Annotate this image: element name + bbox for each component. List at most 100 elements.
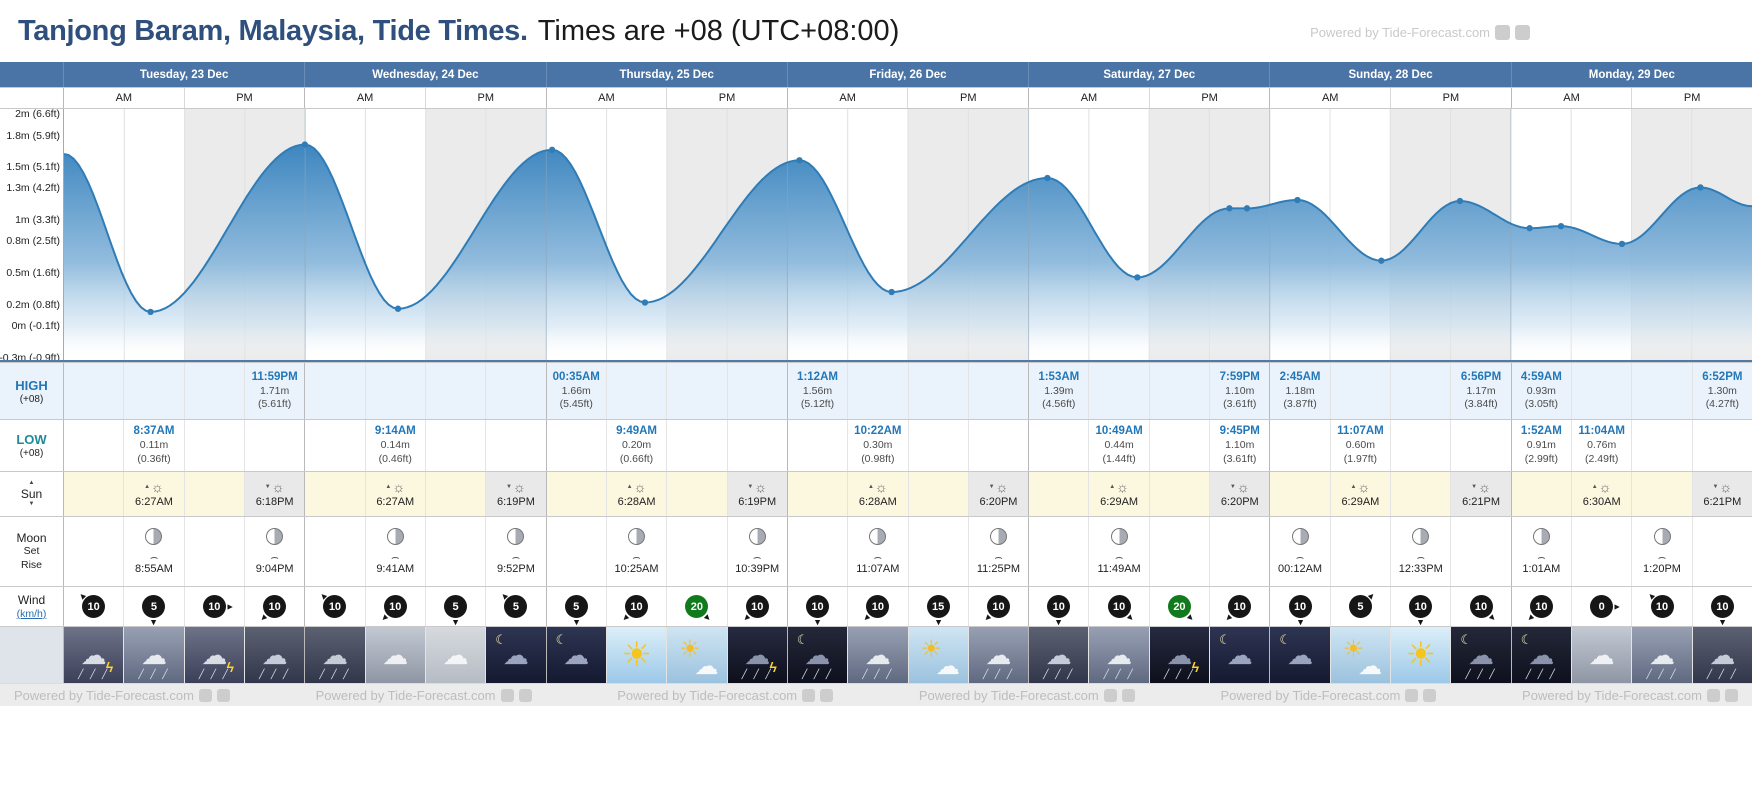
sun-cell: ▼☼ 6:19PM	[485, 472, 546, 516]
wind-speed-badge: 10	[82, 595, 106, 618]
moon-cell: ⌢ 11:07AM	[847, 517, 907, 586]
wind-unit-link[interactable]: (km/h)	[16, 608, 47, 621]
weather-main-glyph: ☁	[502, 640, 529, 670]
weather-sun-cloud-icon: ☀ ☁	[908, 627, 968, 683]
wind-speed-badge: 10	[383, 595, 407, 618]
moon-icon: ☾	[1219, 632, 1231, 647]
moon-day-6: ⌢ 1:01AM ⌢ 1:20PM	[1510, 517, 1752, 586]
wind-indicator: 10 ▲	[980, 589, 1016, 625]
watermark-app-icon	[1423, 688, 1437, 702]
wind-cell: 20 ▲	[666, 587, 726, 626]
low-tide-entry: 11:04AM 0.76m (2.49ft)	[1578, 424, 1625, 466]
wind-speed-badge: 20	[685, 595, 709, 618]
tide-height-ft: (0.46ft)	[378, 452, 412, 465]
weather-main-glyph: ☀	[1342, 636, 1365, 663]
tide-height-ft: (0.66ft)	[619, 452, 654, 465]
high-tide-entry: 11:59PM 1.71m (5.61ft)	[252, 370, 298, 412]
y-axis-label: 1.8m (5.9ft)	[6, 129, 60, 142]
weather-day-3: ☁ ╱ ╱ ╱ ☾ ☁ ╱ ╱ ╱ ☀ ☁ ☁ ╱ ╱ ╱	[786, 627, 1029, 683]
low-day-1: 9:14AM 0.14m (0.46ft)	[304, 420, 545, 471]
high-cell: 1:53AM 1.39m (4.56ft)	[1029, 363, 1088, 419]
weather-rain-icon: ☁ ╱ ╱ ╱	[124, 627, 184, 683]
sun-day-6: ▲☼ 6:30AM ▼☼ 6:21PM	[1510, 472, 1752, 516]
moon-cell	[1691, 517, 1752, 586]
low-tide-row: LOW (+08) 8:37AM 0.11m (0.36ft) 9:14AM 0.14m…	[0, 419, 1752, 471]
page-subtitle: Times are +08 (UTC+08:00)	[537, 14, 900, 47]
wind-cell: 10 ▲	[605, 587, 666, 626]
sunset-icon: ▼☼	[265, 480, 285, 494]
rain-icon: ╱ ╱ ╱	[138, 669, 170, 679]
high-cell	[305, 363, 364, 419]
weather-cloud-icon: ☁	[365, 627, 425, 683]
wind-direction-arrow: ▲	[149, 617, 159, 627]
high-days: 11:59PM 1.71m (5.61ft) 00:35AM 1.66m (5.45ft)…	[63, 363, 1752, 419]
tide-height-m: 1.17m	[1466, 384, 1496, 397]
watermark-app-icon	[216, 688, 230, 702]
high-tide-entry: 6:56PM 1.17m (3.84ft)	[1461, 370, 1501, 412]
sunset-arrow-icon: ▼	[264, 483, 271, 490]
watermark-app-icon	[500, 688, 514, 702]
tide-height-ft: (4.27ft)	[1705, 398, 1739, 411]
low-cell	[1029, 420, 1088, 471]
low-cell	[183, 420, 244, 471]
weather-day-5: ☁ ☾ ☀ ☁ ☀ ☁ ╱ ╱ ╱ ☾	[1269, 627, 1511, 683]
weather-day-0: ☁ ╱ ╱ ╱ ϟ ☁ ╱ ╱ ╱ ☁ ╱ ╱ ╱ ϟ ☁ ╱ ╱ ╱	[63, 627, 305, 683]
moon-rise-set-icon: ⌢	[390, 549, 400, 564]
tide-height-m: 0.20m	[621, 439, 652, 452]
low-cell: 11:07AM 0.60m (1.97ft)	[1329, 420, 1390, 471]
low-cell	[726, 420, 787, 471]
moon-day-4: ⌢ 11:49AM	[1028, 517, 1269, 586]
moon-rise-set-icon: ⌢	[752, 549, 762, 564]
low-day-2: 9:49AM 0.20m (0.66ft)	[545, 420, 787, 471]
footer-watermark-text: Powered by Tide-Forecast.com	[1220, 687, 1401, 703]
sunset-arrow-icon: ▼	[988, 483, 995, 490]
wind-speed-badge: 10	[1047, 595, 1071, 618]
wind-speed-badge: 15	[926, 595, 950, 618]
am-label: AM	[1563, 92, 1580, 104]
tide-height-ft: (5.12ft)	[800, 398, 835, 411]
sun-cell	[1270, 472, 1329, 516]
sunset-entry: ▼☼ 6:19PM	[738, 480, 776, 508]
weather-day-1: ☁ ╱ ╱ ╱ ☁ ☁ ☁ ☾	[304, 627, 546, 683]
weather-main-glyph: ☁	[1166, 640, 1193, 670]
tide-time: 1:53AM	[1038, 370, 1080, 383]
low-cell: 10:22AM 0.30m (0.98ft)	[847, 420, 907, 471]
wind-indicator: 15 ▲	[920, 589, 956, 626]
sunrise-time: 6:28AM	[858, 495, 897, 508]
y-axis-label: -0.3m (-0.9ft)	[0, 351, 60, 360]
moon-cell	[666, 517, 726, 586]
weather-main-glyph: ☁	[804, 640, 831, 670]
tide-time: 11:59PM	[251, 370, 298, 383]
high-cell	[183, 363, 244, 419]
cloud-icon: ☁	[1358, 653, 1383, 680]
am-label: AM	[356, 92, 374, 104]
sun-cell: ▲☼ 6:28AM	[605, 472, 666, 516]
watermark-app-icon	[820, 688, 834, 702]
tide-height-m: 1.10m	[1225, 384, 1255, 397]
moon-entry: ⌢ 10:39PM	[735, 528, 779, 575]
footer-watermark: Powered by Tide-Forecast.com	[1522, 688, 1738, 703]
tide-height-ft: (3.87ft)	[1283, 398, 1317, 411]
tide-height-ft: (0.98ft)	[861, 452, 895, 465]
low-day-0: 8:37AM 0.11m (0.36ft)	[63, 420, 304, 471]
wind-cell: 10 ▲	[1390, 587, 1450, 626]
weather-cell: ☁ ╱ ╱ ╱	[967, 627, 1029, 683]
rain-icon: ╱ ╱ ╱	[1103, 669, 1135, 679]
weather-main-glyph: ☁	[261, 640, 288, 670]
wind-speed-badge: 10	[323, 595, 347, 618]
moon-icon: ☾	[796, 632, 809, 647]
wind-cell: 5 ▲	[547, 587, 606, 626]
lightning-icon: ϟ	[1191, 659, 1200, 675]
wind-speed-badge: 10	[1469, 595, 1493, 618]
low-cell: 9:45PM 1.10m (3.61ft)	[1209, 420, 1269, 471]
wind-cell: 10 ▲	[788, 587, 847, 626]
watermark-app-icon	[1103, 688, 1117, 702]
low-cell	[907, 420, 968, 471]
sunrise-icon: ▲☼	[385, 480, 405, 494]
weather-main-glyph: ☀	[679, 636, 701, 663]
sunset-arrow-icon: ▼	[506, 483, 512, 490]
am-label: AM	[1321, 92, 1339, 104]
moon-entry: ⌢ 10:25AM	[615, 528, 659, 575]
moon-cell: ⌢ 9:04PM	[243, 517, 304, 586]
